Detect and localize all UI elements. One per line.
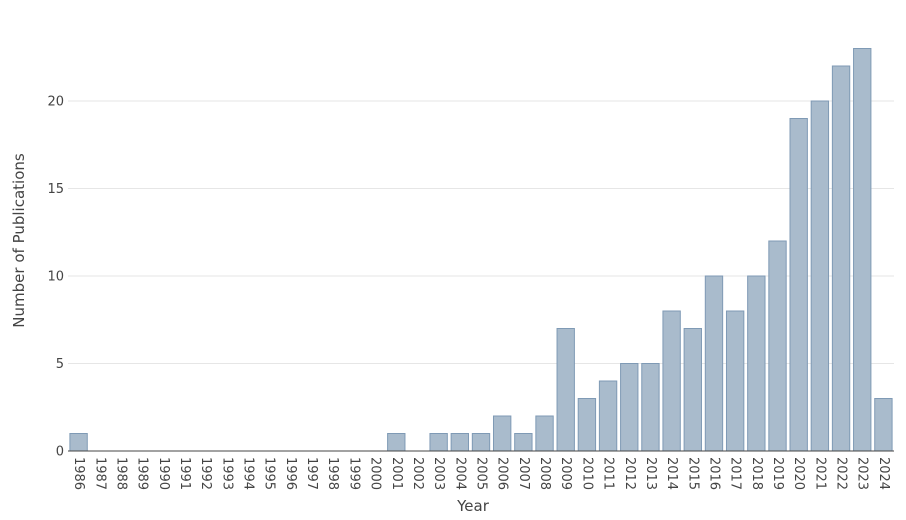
x-tick-label: 1993: [219, 457, 234, 490]
bar-2007[interactable]: [514, 433, 533, 452]
y-tick-label: 20: [47, 95, 64, 110]
bar-2017[interactable]: [725, 310, 745, 452]
bar-1986[interactable]: [69, 433, 88, 452]
x-tick-label: 2007: [516, 457, 531, 490]
x-tick-label: 2003: [431, 457, 446, 490]
bar-2006[interactable]: [492, 415, 512, 452]
bar-2018[interactable]: [747, 275, 766, 452]
x-tick-label: 2019: [770, 457, 785, 490]
bar-2014[interactable]: [662, 310, 681, 452]
x-tick-label: 2009: [558, 457, 573, 490]
bar-2022[interactable]: [831, 65, 851, 452]
bar-2001[interactable]: [387, 433, 406, 452]
x-tick-label: 2015: [685, 457, 700, 490]
x-tick-label: 2014: [664, 457, 679, 490]
bar-2013[interactable]: [641, 363, 660, 452]
bar-2009[interactable]: [556, 328, 575, 452]
x-tick-label: 1989: [135, 457, 150, 490]
x-tick-label: 1992: [198, 457, 213, 490]
y-tick-label: 5: [56, 357, 64, 372]
y-tick-label: 0: [56, 445, 64, 460]
x-tick-label: 1999: [346, 457, 361, 490]
x-tick-label: 2001: [389, 457, 404, 490]
x-tick-label: 2010: [579, 457, 594, 490]
x-tick-label: 2000: [368, 457, 383, 490]
x-tick-label: 2008: [537, 457, 552, 490]
x-tick-label: 2005: [474, 457, 489, 490]
x-tick-label: 1990: [156, 457, 171, 490]
x-tick-label: 2018: [749, 457, 764, 490]
bar-2005[interactable]: [471, 433, 491, 452]
bars: [69, 48, 893, 452]
x-tick-label: 1996: [283, 457, 298, 490]
bar-2023[interactable]: [853, 48, 872, 452]
x-tick-label: 1995: [262, 457, 277, 490]
x-tick-label: 2004: [452, 457, 467, 490]
bar-2021[interactable]: [810, 100, 830, 452]
bar-2024[interactable]: [874, 398, 893, 452]
bar-2020[interactable]: [789, 118, 808, 452]
bar-2008[interactable]: [535, 415, 554, 452]
x-tick-label: 1997: [304, 457, 319, 490]
bar-2004[interactable]: [450, 433, 470, 452]
x-tick-label: 1991: [177, 457, 192, 490]
x-tick-label: 1998: [325, 457, 340, 490]
y-tick-label: 10: [47, 270, 64, 285]
bar-2012[interactable]: [620, 363, 639, 452]
y-tick-labels: 0 5 10 15 20: [47, 95, 64, 460]
x-tick-label: 2024: [876, 457, 891, 490]
bar-2015[interactable]: [683, 328, 702, 452]
x-axis-title: Year: [456, 497, 490, 515]
bar-2010[interactable]: [577, 398, 597, 452]
x-tick-label: 2017: [728, 457, 743, 490]
x-tick-label: 2016: [706, 457, 721, 490]
bar-2011[interactable]: [598, 380, 618, 452]
x-tick-label: 2022: [834, 457, 849, 490]
bar-2016[interactable]: [704, 275, 724, 452]
bar-2019[interactable]: [768, 240, 787, 452]
x-tick-label: 2013: [643, 457, 658, 490]
x-tick-label: 2002: [410, 457, 425, 490]
x-tick-label: 2020: [791, 457, 806, 490]
x-tick-label: 2023: [855, 457, 870, 490]
y-tick-label: 15: [47, 182, 64, 197]
bar-2003[interactable]: [429, 433, 448, 452]
x-tick-label: 1987: [92, 457, 107, 490]
x-tick-label: 2021: [812, 457, 827, 490]
x-tick-labels: 1986 1987 1988 1989 1990 1991 1992 1993 1994 1995…: [71, 457, 891, 490]
x-tick-label: 1994: [241, 457, 256, 490]
x-tick-label: 1986: [71, 457, 86, 490]
x-tick-label: 1988: [113, 457, 128, 490]
x-tick-label: 2006: [495, 457, 510, 490]
x-tick-label: 2011: [601, 457, 616, 490]
y-axis-title: Number of Publications: [10, 153, 28, 328]
x-tick-label: 2012: [622, 457, 637, 490]
